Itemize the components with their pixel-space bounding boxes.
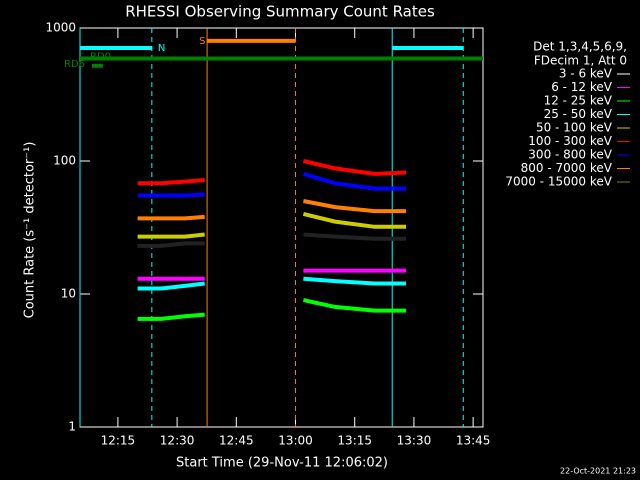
series-line bbox=[137, 159, 407, 186]
series-line bbox=[137, 199, 406, 221]
x-tick-label: 12:30 bbox=[160, 434, 195, 448]
legend-label: 800 - 7000 keV bbox=[521, 161, 613, 175]
x-tick-label: 13:00 bbox=[278, 434, 313, 448]
y-axis-label: Count Rate (s⁻¹ detector⁻¹) bbox=[23, 142, 38, 319]
x-axis-label: Start Time (29-Nov-11 12:06:02) bbox=[176, 456, 388, 471]
legend-title: FDecim 1, Att 0 bbox=[534, 54, 627, 68]
y-tick-label: 100 bbox=[53, 154, 76, 168]
chart-title: RHESSI Observing Summary Count Rates bbox=[125, 3, 435, 21]
annotation-label: S bbox=[199, 36, 205, 47]
series-line bbox=[137, 268, 406, 281]
legend-label: 7000 - 15000 keV bbox=[505, 175, 612, 189]
x-tick-label: 13:30 bbox=[397, 434, 432, 448]
series-line bbox=[137, 171, 406, 198]
legend-label: 300 - 800 keV bbox=[528, 148, 612, 162]
legend-label: 6 - 12 keV bbox=[551, 80, 613, 94]
x-tick-label: 13:15 bbox=[337, 434, 372, 448]
annotation-label: RD0 bbox=[90, 51, 111, 62]
series-line bbox=[137, 276, 406, 291]
plot-frame bbox=[79, 27, 484, 428]
series-line bbox=[137, 298, 406, 321]
legend-label: 100 - 300 keV bbox=[528, 134, 612, 148]
legend-title: Det 1,3,4,5,6,9, bbox=[533, 40, 627, 54]
legend-label: 3 - 6 keV bbox=[559, 67, 613, 81]
y-tick-label: 10 bbox=[61, 287, 76, 301]
x-tick-label: 12:45 bbox=[219, 434, 254, 448]
series-line bbox=[137, 232, 406, 248]
legend-label: 25 - 50 keV bbox=[544, 107, 613, 121]
annotation-label: RD6 bbox=[64, 59, 85, 70]
series-line bbox=[137, 211, 406, 239]
y-tick-label: 1000 bbox=[45, 21, 76, 35]
annotation-label: N bbox=[158, 43, 165, 54]
x-tick-label: 13:45 bbox=[456, 434, 491, 448]
legend-label: 12 - 25 keV bbox=[544, 94, 613, 108]
y-tick-label: 1 bbox=[68, 420, 76, 434]
footer: 22-Oct-2021 21:23 bbox=[560, 467, 636, 476]
x-tick-label: 12:15 bbox=[101, 434, 136, 448]
legend-label: 50 - 100 keV bbox=[536, 121, 613, 135]
